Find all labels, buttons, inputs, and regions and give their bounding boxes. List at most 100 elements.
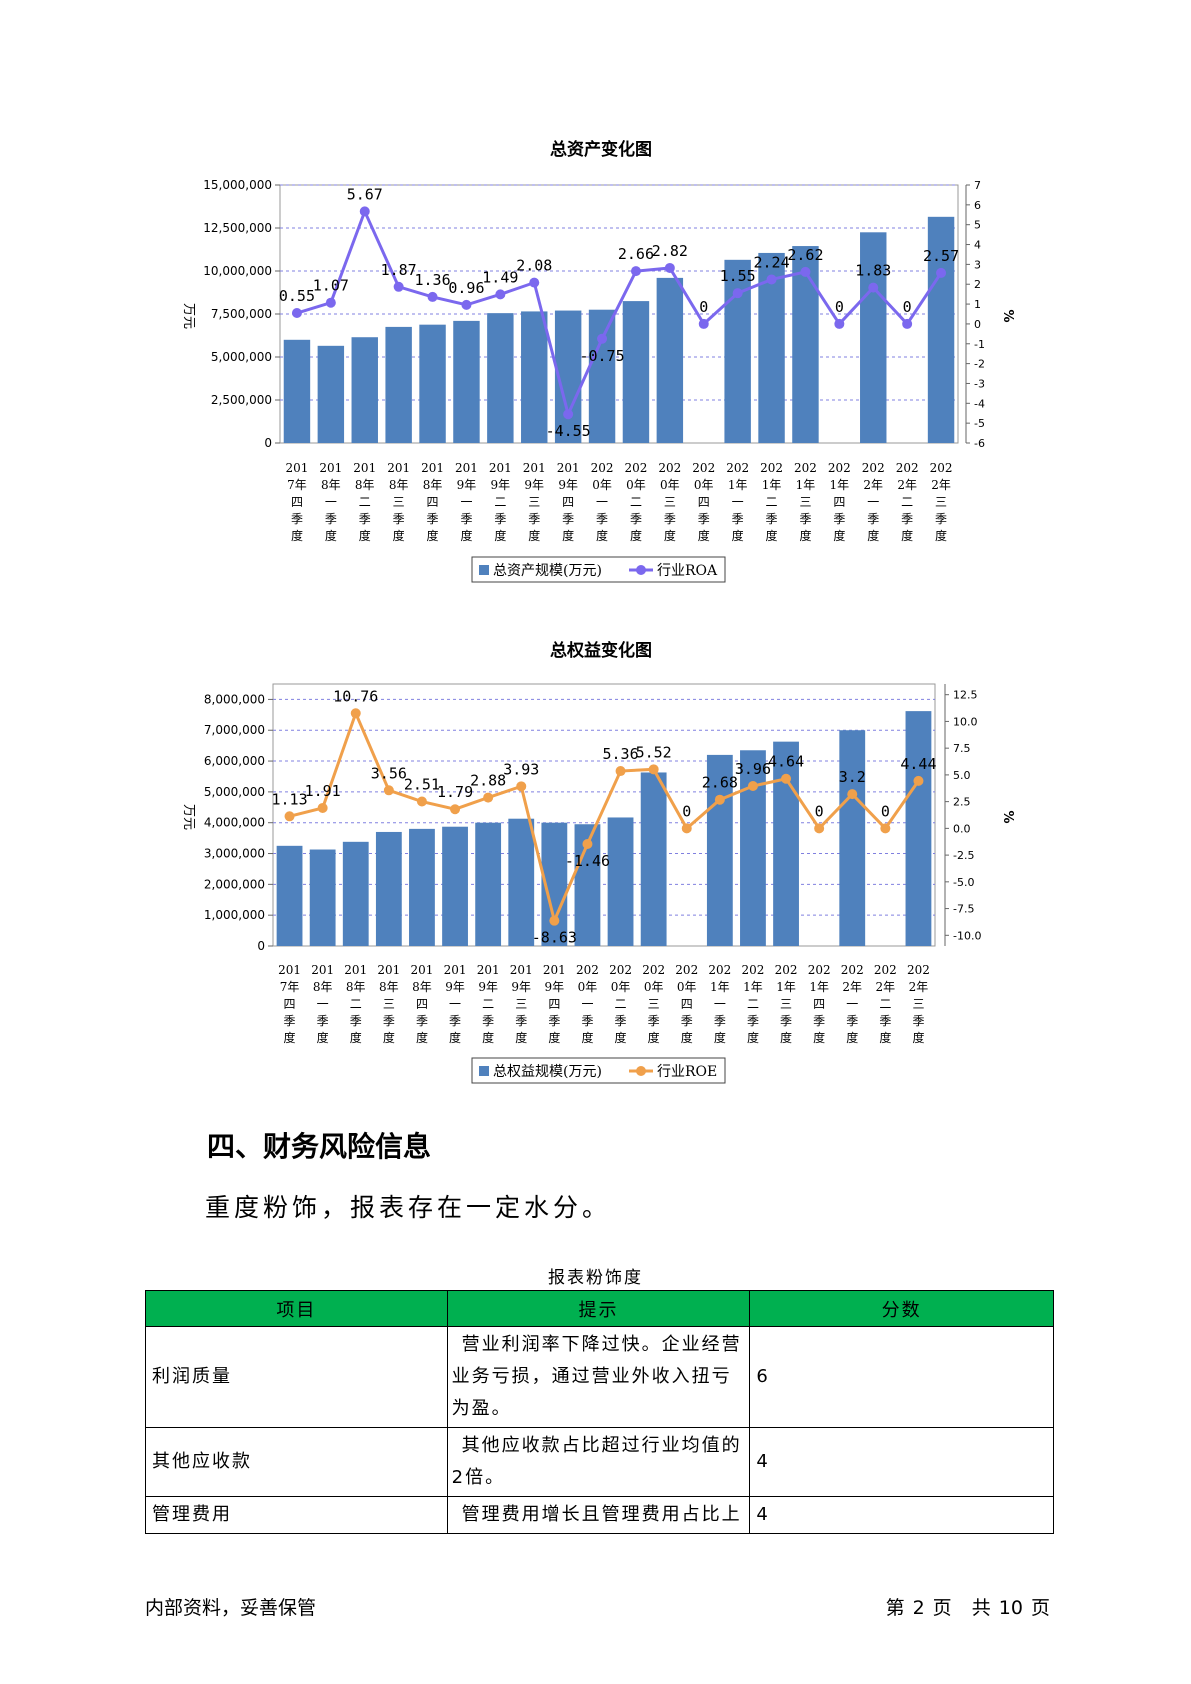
x-tick-label: 8年 <box>379 980 399 994</box>
x-tick-label: 度 <box>846 1030 858 1045</box>
x-tick-label: 三 <box>935 495 947 509</box>
y2-tick-label: 10.0 <box>953 715 978 728</box>
bar <box>487 313 514 443</box>
x-tick-label: 季 <box>460 512 472 526</box>
line-point <box>597 333 608 344</box>
x-tick-label: 二 <box>494 495 506 509</box>
data-label: 3.2 <box>839 768 866 786</box>
x-tick-label: 季 <box>780 1014 792 1028</box>
bar <box>905 711 932 946</box>
line-point <box>902 318 913 329</box>
y2-tick-label: 6 <box>974 199 981 212</box>
x-tick-label: 201 <box>353 461 376 475</box>
bar <box>622 301 650 443</box>
data-label: 2.57 <box>923 247 959 265</box>
y-tick-label: 1,000,000 <box>204 908 265 922</box>
x-tick-label: 四 <box>681 997 693 1011</box>
x-tick-label: 四 <box>548 997 560 1011</box>
x-tick-label: 1年 <box>710 980 730 994</box>
data-label: 0 <box>815 802 824 820</box>
line-point <box>516 781 527 792</box>
x-tick-label: 二 <box>901 495 913 509</box>
line-point <box>766 274 777 285</box>
x-tick-label: 201 <box>444 963 467 977</box>
x-tick-label: 1年 <box>796 478 816 492</box>
row-item: 利润质量 <box>145 1326 448 1428</box>
bar <box>283 339 311 443</box>
x-tick-label: 度 <box>596 528 608 543</box>
y2-tick-label: 7.5 <box>953 742 971 755</box>
x-tick-label: 季 <box>935 512 947 526</box>
x-tick-label: 度 <box>833 528 845 543</box>
legend-bar-label: 总权益规模(万元) <box>493 1064 602 1080</box>
line-point <box>747 781 758 792</box>
assets-chart-svg: 总资产变化图 0 2,500,000 5,000,000 7,500,000 10,000… <box>181 139 1015 583</box>
x-tick-label: 201 <box>319 461 342 475</box>
row-item: 其他应收款 <box>145 1427 448 1497</box>
data-label: 1.49 <box>482 268 518 286</box>
plot-frame <box>272 683 936 947</box>
x-tick-label: 2年 <box>863 478 883 492</box>
x-tick-label: 度 <box>548 1030 560 1045</box>
x-tick-label: 一 <box>581 997 593 1011</box>
y2-tick-label: 5 <box>974 219 981 232</box>
x-tick-label: 202 <box>726 461 749 475</box>
x-tick-label: 2年 <box>842 980 862 994</box>
line-point <box>383 785 394 796</box>
table-caption: 报表粉饰度 <box>548 1268 643 1288</box>
data-label: 1.55 <box>720 267 756 285</box>
x-tick-label: 202 <box>808 963 831 977</box>
x-tick-label: 9年 <box>445 980 465 994</box>
x-tick-label: 季 <box>714 1014 726 1028</box>
y-tick-label: 5,000,000 <box>211 350 272 364</box>
x-tick-label: 三 <box>393 495 405 509</box>
legend-line-label: 行业ROA <box>657 563 718 579</box>
bar <box>607 817 634 946</box>
x-tick-label: 8年 <box>389 478 409 492</box>
bar <box>309 849 336 946</box>
x-tick-label: 度 <box>528 528 540 543</box>
equity-chart: 总权益变化图 0 1,000,000 2,000,000 3,000,000 4,000,… <box>0 631 1191 1111</box>
line-point <box>450 804 461 815</box>
y2-tick-label: 1 <box>974 298 981 311</box>
data-label: 0 <box>903 298 912 316</box>
data-label: 1.87 <box>381 261 417 279</box>
data-label: 1.13 <box>271 790 307 808</box>
x-tick-label: 度 <box>901 528 913 543</box>
data-label: -8.63 <box>532 929 577 947</box>
data-label: 0.55 <box>279 287 315 305</box>
line-point <box>936 267 947 278</box>
x-tick-label: 季 <box>732 512 744 526</box>
x-tick-label: 0年 <box>677 980 697 994</box>
legend-box <box>471 556 726 583</box>
header-score: 分数 <box>749 1290 1054 1327</box>
x-tick-label: 一 <box>460 495 472 509</box>
x-tick-label: 度 <box>799 528 811 543</box>
line-point <box>698 318 709 329</box>
legend-line-marker <box>636 1066 646 1076</box>
data-label: 5.36 <box>602 745 638 763</box>
y2-tick-label: 2 <box>974 278 981 291</box>
y-tick-label: 5,000,000 <box>204 785 265 799</box>
risk-table: 项目 提示 分数 利润质量 营业利润率下降过快。企业经营业务亏损，通过营业外收入… <box>145 1290 1054 1534</box>
x-tick-label: 季 <box>494 512 506 526</box>
bar <box>724 259 751 443</box>
x-tick-label: 季 <box>515 1014 527 1028</box>
line-point <box>359 206 370 217</box>
x-tick-label: 2年 <box>876 980 896 994</box>
y-tick-label: 7,000,000 <box>204 723 265 737</box>
data-label: 2.24 <box>753 253 789 271</box>
x-tick-label: 1年 <box>743 980 763 994</box>
line-point <box>461 299 472 310</box>
data-label: -1.46 <box>565 852 610 870</box>
y2-axis-label: % <box>1000 810 1015 823</box>
row-hint: 其他应收款占比超过行业均值的2倍。 <box>446 1427 751 1497</box>
line-point <box>529 277 540 288</box>
bar <box>706 754 733 946</box>
x-tick-label: 度 <box>813 1030 825 1045</box>
x-tick-label: 0年 <box>578 980 598 994</box>
x-tick-label: 一 <box>714 997 726 1011</box>
x-tick-label: 201 <box>421 461 444 475</box>
x-tick-label: 季 <box>747 1014 759 1028</box>
total-pages: 10 <box>998 1597 1023 1619</box>
